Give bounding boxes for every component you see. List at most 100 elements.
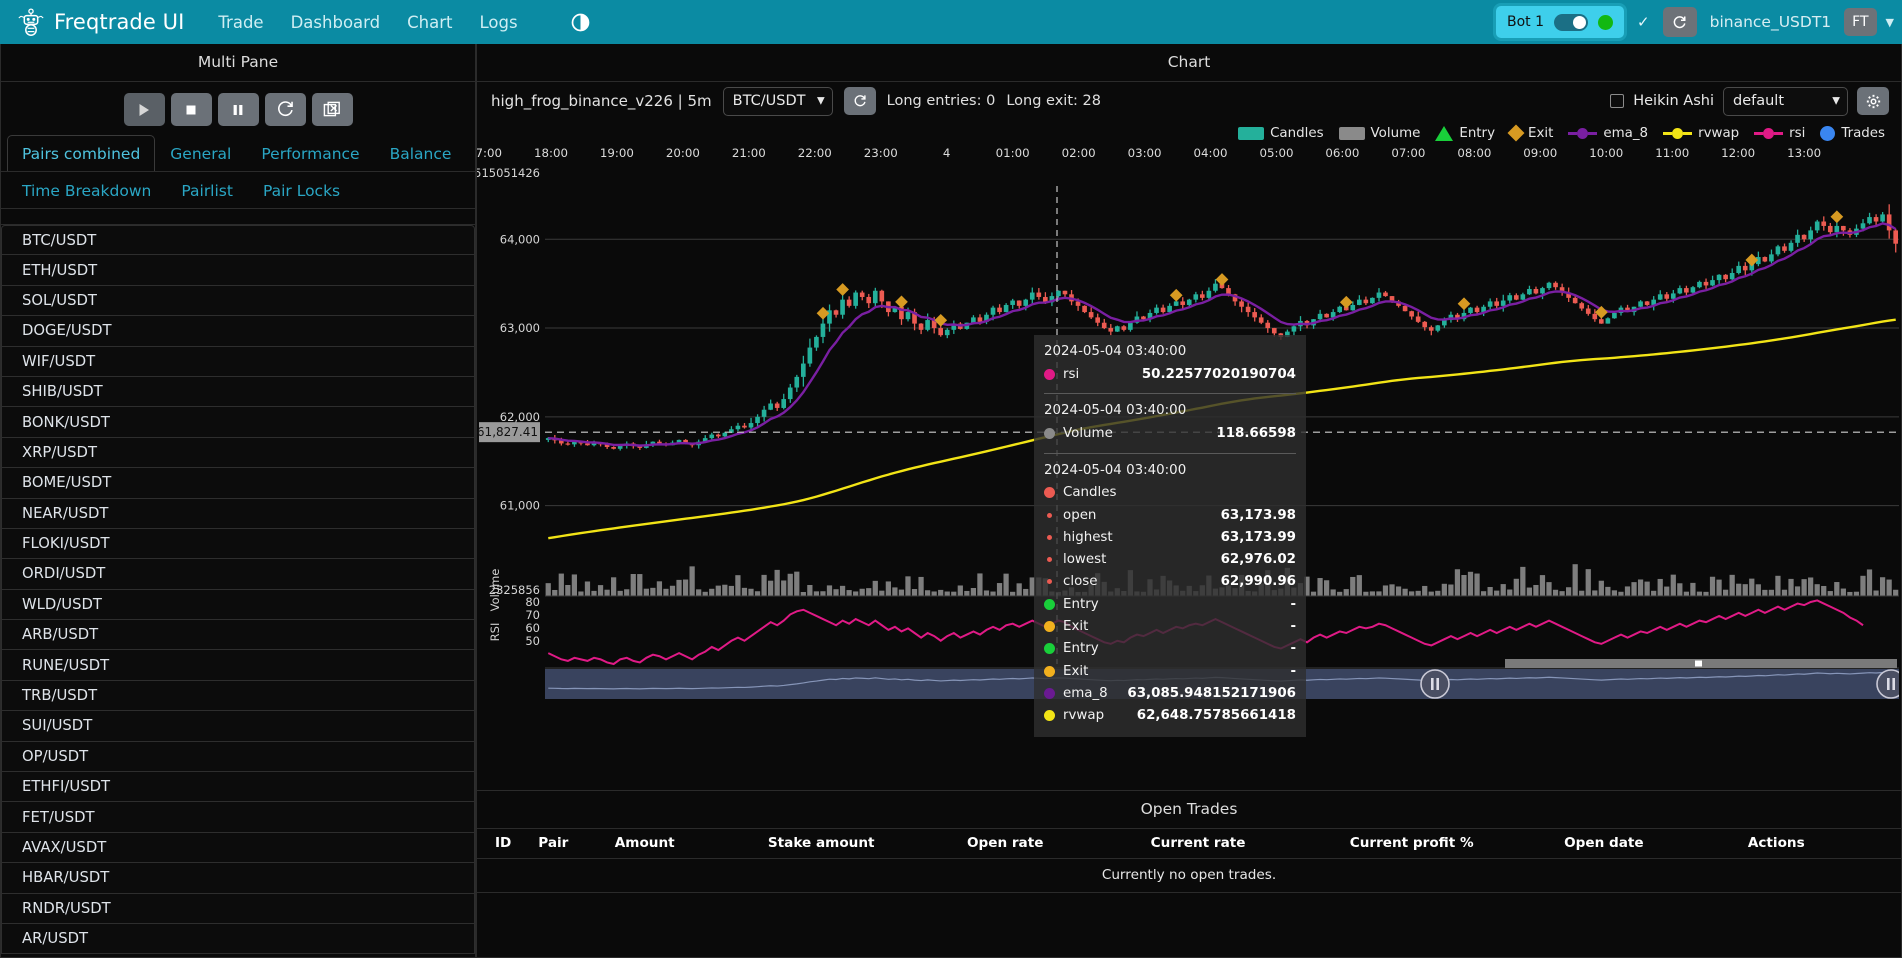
- robot-logo-icon: [18, 8, 44, 36]
- column-header[interactable]: Actions: [1747, 828, 1901, 859]
- time-axis-tick: 01:00: [995, 146, 1030, 160]
- legend-label: Candles: [1270, 125, 1324, 141]
- time-axis-tick: 08:00: [1457, 146, 1492, 160]
- time-axis-tick: 21:00: [731, 146, 766, 160]
- reload-config-button[interactable]: [264, 93, 306, 126]
- chart-settings-button[interactable]: [1857, 87, 1889, 115]
- legend-item-rvwap[interactable]: rvwap: [1663, 126, 1739, 141]
- pair-list-item[interactable]: TRB/USDT: [1, 680, 475, 712]
- pair-select[interactable]: BTC/USDT: [722, 86, 833, 116]
- legend-line-icon: [1754, 127, 1784, 139]
- pair-list: BTC/USDT ETH/USDT SOL/USDT DOGE/USDT WIF/USD…: [1, 225, 475, 957]
- pair-list-item[interactable]: ORDI/USDT: [1, 559, 475, 590]
- pair-list-item[interactable]: BOME/USDT: [1, 468, 475, 499]
- svg-text:13:00: 13:00: [1842, 164, 1876, 167]
- legend-item-rsi[interactable]: rsi: [1754, 126, 1805, 141]
- legend-item-volume[interactable]: Volume: [1338, 125, 1421, 141]
- long-exit-label: Long exit: 28: [1006, 93, 1101, 109]
- pair-list-item[interactable]: ETH/USDT: [1, 255, 475, 286]
- pair-list-item[interactable]: NEAR/USDT: [1, 498, 475, 529]
- pair-list-item[interactable]: OP/USDT: [1, 741, 475, 773]
- heikin-ashi-checkbox[interactable]: [1610, 94, 1625, 108]
- bot-enable-toggle[interactable]: [1554, 13, 1589, 31]
- svg-text:06:00: 06:00: [1383, 164, 1417, 167]
- bot-selector-chip[interactable]: Bot 1: [1496, 6, 1625, 38]
- plotconfig-select-wrap: default: [1723, 86, 1848, 116]
- legend-item-entry[interactable]: Entry: [1435, 125, 1495, 141]
- time-axis: 17:00 18:00 19:00 20:00 21:00 22:00 23:00 4 01:0…: [477, 146, 1899, 164]
- legend-item-trades[interactable]: Trades: [1820, 125, 1885, 141]
- legend-item-exit[interactable]: Exit: [1507, 124, 1553, 142]
- chart-refresh-button[interactable]: [843, 87, 876, 115]
- pair-list-item[interactable]: WLD/USDT: [1, 589, 475, 621]
- svg-text:01:00: 01:00: [1056, 164, 1090, 167]
- svg-text:50: 50: [525, 634, 540, 648]
- tab-pairs-combined[interactable]: Pairs combined: [7, 135, 156, 171]
- svg-text:60: 60: [525, 621, 540, 635]
- legend-label: Volume: [1370, 125, 1421, 141]
- tab-pair-locks[interactable]: Pair Locks: [262, 182, 341, 200]
- column-header[interactable]: ID: [477, 828, 539, 859]
- time-axis-tick: 05:00: [1259, 146, 1294, 160]
- nav-link-dashboard[interactable]: Dashboard: [290, 12, 381, 32]
- column-header[interactable]: Open date: [1564, 828, 1748, 859]
- chart-panel: Chart high_frog_binance_v226 | 5m BTC/US…: [476, 44, 1902, 791]
- pair-list-item[interactable]: RUNE/USDT: [1, 650, 475, 681]
- nav-link-chart[interactable]: Chart: [407, 12, 453, 32]
- pair-list-item[interactable]: ETHFI/USDT: [1, 772, 475, 803]
- tab-time-breakdown[interactable]: Time Breakdown: [22, 182, 152, 200]
- tab-pairlist[interactable]: Pairlist: [181, 182, 233, 200]
- pair-list-item[interactable]: HBAR/USDT: [1, 863, 475, 894]
- global-refresh-button[interactable]: [1662, 7, 1697, 37]
- heikin-ashi-label: Heikin Ashi: [1633, 93, 1714, 109]
- table-header-row: ID Pair Amount Stake amount Open rate Current…: [477, 828, 1901, 859]
- svg-text:63,000: 63,000: [500, 321, 540, 335]
- pause-button[interactable]: [217, 93, 259, 126]
- theme-toggle-icon[interactable]: [571, 13, 590, 32]
- pair-list-item[interactable]: DOGE/USDT: [1, 316, 475, 347]
- cancel-open-orders-button[interactable]: [311, 93, 353, 126]
- user-avatar[interactable]: FT: [1844, 8, 1877, 36]
- column-header[interactable]: Stake amount: [767, 828, 967, 859]
- svg-text:04:00: 04:00: [1252, 164, 1286, 167]
- tab-general[interactable]: General: [170, 145, 232, 163]
- chart-body[interactable]: 17:00 18:00 19:00 20:00 21:00 22:00 23:00 4 01:0…: [477, 146, 1901, 790]
- pair-list-item[interactable]: SUI/USDT: [1, 711, 475, 742]
- start-button[interactable]: [123, 93, 165, 126]
- pair-list-item[interactable]: ARB/USDT: [1, 620, 475, 651]
- navbar-right: Bot 1 ✓ binance_USDT1 FT ▼: [1496, 0, 1894, 44]
- tab-performance[interactable]: Performance: [261, 145, 360, 163]
- pair-list-item[interactable]: RNDR/USDT: [1, 893, 475, 924]
- pair-list-item[interactable]: AR/USDT: [1, 923, 475, 955]
- column-header[interactable]: Pair: [538, 828, 615, 859]
- legend-label: Trades: [1841, 125, 1885, 141]
- column-header[interactable]: Current rate: [1150, 828, 1350, 859]
- plotconfig-select[interactable]: default: [1723, 86, 1848, 116]
- svg-text:09:00: 09:00: [1580, 164, 1614, 167]
- chevron-down-icon[interactable]: ▼: [1885, 15, 1894, 29]
- time-axis-tick: 04:00: [1193, 146, 1228, 160]
- tab-balance[interactable]: Balance: [389, 145, 452, 163]
- legend-item-candles[interactable]: Candles: [1238, 125, 1324, 141]
- check-icon: ✓: [1637, 13, 1650, 31]
- legend-item-ema_8[interactable]: ema_8: [1568, 126, 1648, 141]
- stop-button[interactable]: [170, 93, 212, 126]
- column-header[interactable]: Open rate: [966, 828, 1151, 859]
- column-header[interactable]: Current profit %: [1349, 828, 1565, 859]
- nav-link-logs[interactable]: Logs: [479, 12, 518, 32]
- pair-list-item[interactable]: XRP/USDT: [1, 437, 475, 469]
- candlestick-chart[interactable]: 515051426 64,000 63,000 62,000 61,000 61,827.…: [477, 164, 1899, 790]
- pair-list-item[interactable]: AVAX/USDT: [1, 832, 475, 864]
- pair-list-item[interactable]: SOL/USDT: [1, 285, 475, 317]
- nav-link-trade[interactable]: Trade: [218, 12, 264, 32]
- legend-swatch-icon: [1238, 126, 1265, 140]
- pair-list-item[interactable]: WIF/USDT: [1, 346, 475, 377]
- pair-list-item[interactable]: SHIB/USDT: [1, 376, 475, 408]
- time-axis-tick: 22:00: [797, 146, 832, 160]
- pair-list-item[interactable]: FLOKI/USDT: [1, 528, 475, 560]
- pair-list-item[interactable]: BTC/USDT: [1, 225, 475, 256]
- pair-list-item[interactable]: FET/USDT: [1, 802, 475, 833]
- column-header[interactable]: Amount: [614, 828, 768, 859]
- pair-list-item[interactable]: BONK/USDT: [1, 407, 475, 438]
- svg-text:61,827.41: 61,827.41: [477, 425, 538, 439]
